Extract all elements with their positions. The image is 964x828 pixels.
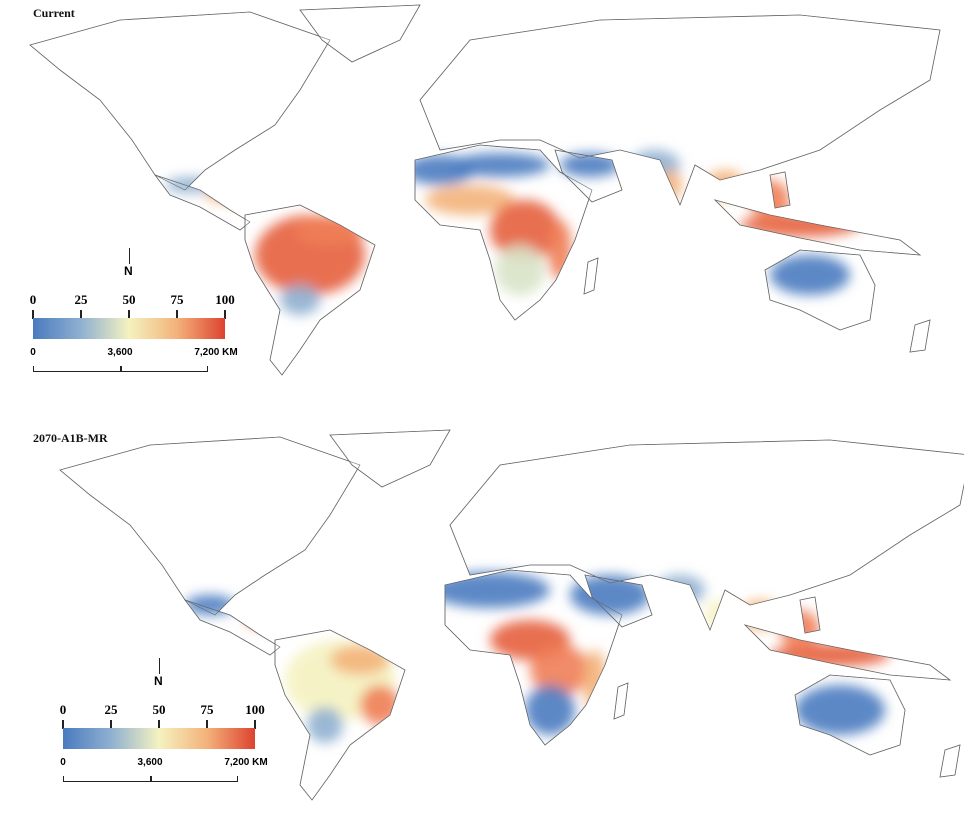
legend-tick-label: 100	[245, 702, 265, 717]
legend-tick-label: 50	[152, 702, 166, 717]
legend-tick-label: 75	[170, 292, 184, 307]
panel-title: Current	[33, 6, 75, 20]
legend-tick-label: 0	[29, 292, 37, 307]
legend-tick-label: 25	[74, 292, 88, 307]
suitability-region	[770, 255, 850, 295]
suitability-region	[490, 200, 560, 260]
suitability-region	[655, 575, 705, 605]
legend-tick-label: 75	[200, 702, 214, 717]
legend-tick	[158, 720, 160, 729]
scale-bar-mid-tick	[150, 776, 152, 782]
world-map-current	[29, 4, 941, 376]
legend-tick-label: 0	[59, 702, 67, 717]
greenland-border	[299, 4, 421, 63]
legend-tick	[80, 310, 82, 319]
scale-bar-mid-tick	[120, 366, 122, 372]
africa-border	[414, 144, 593, 321]
legend-tick	[254, 720, 256, 729]
suitability-region	[570, 575, 650, 615]
scale-bar-label: 0	[30, 347, 36, 358]
north-arrow-icon: N	[154, 658, 163, 688]
philippines-border	[769, 171, 791, 209]
panel-future: 2070-A1B-MR N 0 25 50 75 100 0 3,600 7,200 KM	[0, 400, 964, 802]
suitability-region	[583, 650, 607, 710]
scale-bar-label: 0	[60, 757, 66, 768]
south-america-border	[274, 629, 406, 801]
suitability-region	[530, 645, 590, 695]
color-legend: 0 25 50 75 100 0 3,600 7,200 KM	[59, 702, 293, 802]
legend-color-bar	[33, 318, 225, 339]
suitability-region	[330, 645, 390, 675]
new-zealand-border	[939, 744, 961, 778]
legend-tick	[206, 720, 208, 729]
philippines-border	[799, 596, 821, 634]
scale-bar-label: 3,600	[107, 347, 133, 358]
suitability-region	[280, 285, 320, 315]
arabia-border	[584, 574, 653, 628]
north-america-landmass	[59, 436, 361, 616]
color-legend: 0 25 50 75 100 0 3,600 7,200 KM	[29, 292, 263, 392]
eurasia-border	[449, 439, 964, 631]
suitability-region	[205, 187, 255, 203]
suitability-region	[295, 215, 365, 245]
legend-tick	[176, 310, 178, 319]
suitability-region	[185, 595, 235, 615]
legend-tick-label: 100	[215, 292, 235, 307]
scale-bar-label: 3,600	[137, 757, 163, 768]
world-map-future	[59, 429, 964, 801]
legend-tick	[224, 310, 226, 319]
suitability-region	[525, 685, 575, 735]
suitability-region	[560, 153, 620, 177]
panel-title: 2070-A1B-MR	[33, 431, 108, 445]
suitability-region	[430, 572, 550, 608]
suitability-region	[425, 185, 515, 215]
legend-tick	[128, 310, 130, 319]
scale-bar-label: 7,200 KM	[194, 347, 238, 358]
suitability-region	[780, 610, 820, 650]
legend-tick	[32, 310, 34, 319]
south-america-border	[244, 204, 376, 376]
indonesia-border	[743, 624, 952, 681]
legend-tick-label: 25	[104, 702, 118, 717]
suitability-region	[795, 685, 885, 735]
suitability-region	[495, 245, 545, 295]
legend-tick	[62, 720, 64, 729]
eurasia-border	[419, 14, 941, 206]
suitability-region	[450, 153, 550, 177]
legend-tick	[110, 720, 112, 729]
greenland-border	[329, 429, 451, 488]
north-arrow-icon: N	[124, 248, 133, 278]
suitability-region	[658, 170, 682, 200]
australia-border	[764, 249, 876, 331]
suitability-region	[307, 707, 343, 743]
north-america-border	[59, 436, 361, 616]
north-america-landmass	[29, 11, 331, 191]
suitability-region	[740, 213, 860, 237]
madagascar-border	[583, 257, 599, 295]
panel-current: Current N 0 25 50 75 100 0 3,600 7,200 KM	[0, 0, 964, 400]
suitability-region	[245, 612, 295, 628]
legend-color-bar	[63, 728, 255, 749]
australia-border	[794, 674, 906, 756]
madagascar-border	[613, 682, 629, 720]
indonesia-border	[713, 199, 922, 256]
north-america-border	[29, 11, 331, 191]
suitability-region	[750, 180, 790, 220]
new-zealand-border	[909, 319, 931, 353]
arabia-border	[554, 149, 623, 203]
suitability-region	[360, 685, 400, 725]
africa-border	[444, 569, 623, 746]
scale-bar-label: 7,200 KM	[224, 757, 268, 768]
suitability-region	[705, 600, 735, 630]
legend-tick-label: 50	[122, 292, 136, 307]
